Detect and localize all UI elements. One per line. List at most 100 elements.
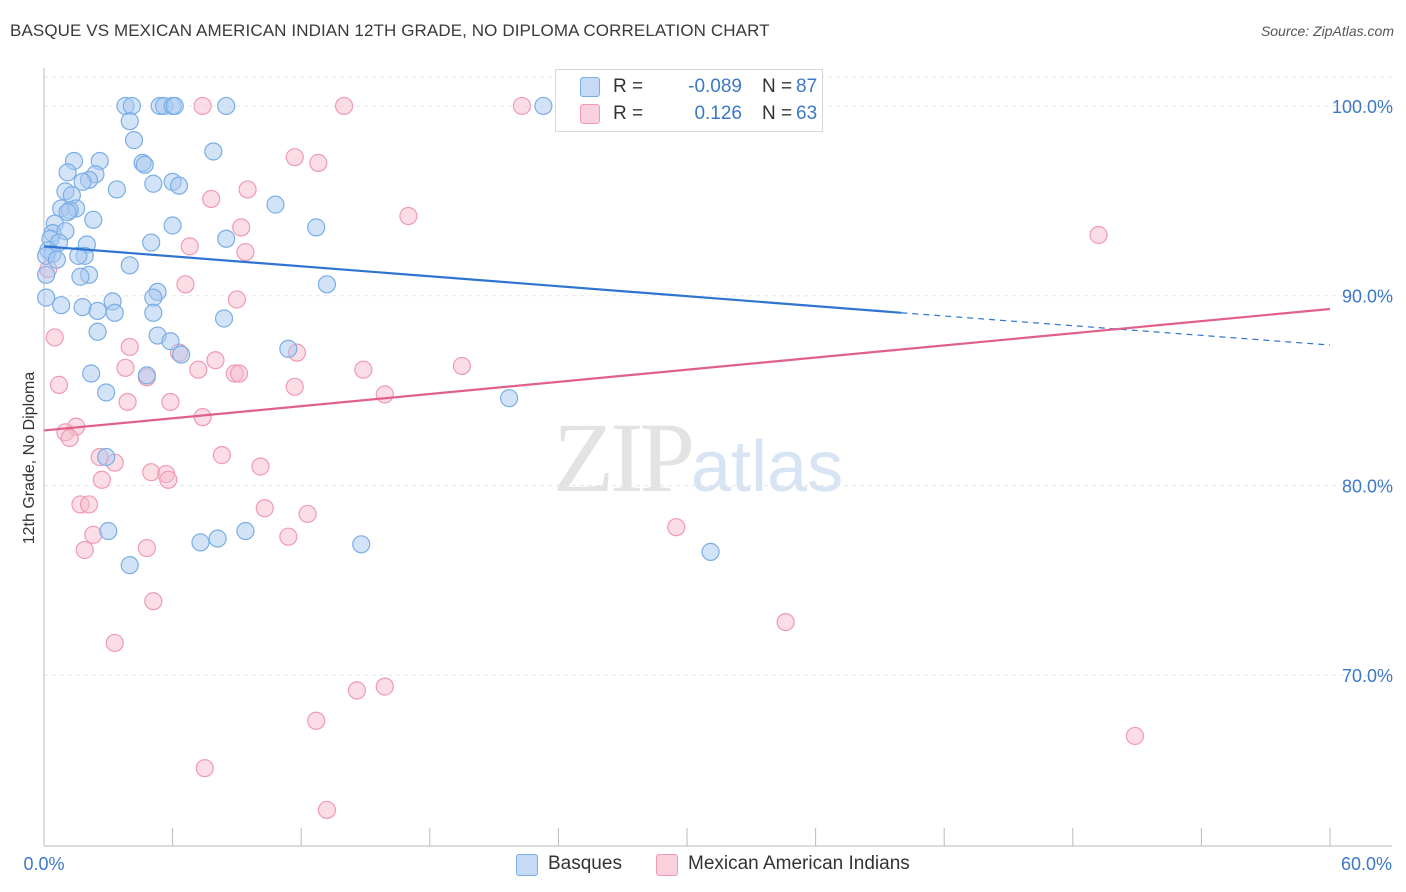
basques-point — [534, 96, 553, 116]
mexican-american-indians-point — [161, 392, 180, 412]
legend-r-key: R = — [613, 76, 644, 97]
legend-r-value: 0.126 — [694, 103, 742, 124]
basques-point — [169, 176, 189, 195]
mexican-american-indians-point — [60, 428, 79, 448]
basques-point — [208, 529, 227, 548]
basques-point — [161, 332, 180, 351]
basques-point — [71, 267, 90, 286]
mexican-american-indians-point — [285, 148, 304, 167]
basques-point — [352, 535, 371, 554]
mexican-american-indians-point — [227, 290, 246, 309]
basques-point — [97, 447, 116, 467]
mexican-american-indians-point — [116, 358, 135, 377]
basques-point — [58, 163, 77, 182]
basques-point — [122, 96, 141, 116]
legend-swatch-basques — [580, 77, 600, 97]
basques-trend-line — [43, 245, 902, 314]
mexican-american-indians-point — [307, 711, 326, 730]
basques-point — [120, 112, 139, 131]
basques-point — [163, 216, 182, 235]
basques-point — [120, 556, 139, 575]
basques-point — [307, 218, 326, 237]
basques-point — [500, 389, 519, 408]
basques-point — [172, 345, 191, 364]
trend-lines — [43, 245, 1331, 432]
mexican-american-indians-point — [49, 375, 69, 394]
mexican-american-indians-point — [375, 677, 394, 696]
basques-point — [99, 521, 118, 541]
mexican-american-indians-point — [144, 592, 163, 611]
mexican-american-indians-point — [180, 237, 199, 256]
basques-point — [88, 301, 107, 320]
basques-point — [165, 96, 184, 116]
basques-point — [107, 180, 126, 199]
mexican-american-indians-point — [667, 518, 686, 537]
mexican-american-indians-point — [279, 527, 298, 546]
basques-point — [97, 383, 116, 402]
mexican-american-indians-point — [212, 446, 231, 465]
basques-point — [144, 288, 163, 307]
basques-point — [217, 96, 236, 116]
basques-point — [279, 339, 298, 358]
mexican-american-indians-point — [317, 800, 337, 820]
mexican-american-indians-point — [206, 351, 225, 370]
mexican-american-indians-point — [118, 392, 137, 412]
basques-point — [120, 256, 139, 275]
axes — [43, 68, 1392, 847]
mexican-american-indians-point — [251, 457, 270, 476]
basques-point — [37, 288, 56, 307]
basques-point — [144, 174, 163, 193]
basques-point — [58, 203, 77, 222]
basques-point — [47, 250, 66, 269]
data-points — [37, 96, 1145, 820]
mexican-american-indians-point — [375, 385, 394, 404]
mexican-american-indians-point — [75, 540, 94, 560]
legend-label-mexican-american-indians: Mexican American Indians — [688, 853, 910, 874]
mexican-american-indians-point — [776, 612, 795, 632]
basques-point — [84, 210, 103, 229]
mexican-american-indians-point — [298, 504, 317, 524]
basques-point — [73, 297, 92, 317]
basques-point — [204, 142, 223, 161]
basques-point — [52, 296, 71, 315]
basques-point — [144, 303, 163, 322]
mexican-american-indians-point — [189, 360, 208, 379]
mexican-american-indians-point — [334, 96, 354, 116]
basques-point — [236, 521, 255, 541]
mexican-american-indians-point — [176, 275, 195, 294]
mexican-american-indians-point — [512, 96, 532, 116]
basques-point — [105, 303, 124, 322]
mexican-american-indians-point — [1125, 726, 1145, 746]
basques-point — [73, 172, 92, 191]
mexican-american-indians-trend-line — [43, 307, 1331, 432]
legend-swatch-mexican-american-indians — [656, 854, 678, 876]
watermark-zip: ZIP — [553, 402, 695, 513]
basques-point — [266, 195, 285, 214]
basques-point — [142, 233, 161, 252]
mexican-american-indians-point — [84, 525, 103, 544]
mexican-american-indians-point — [255, 499, 274, 518]
chart-title: BASQUE VS MEXICAN AMERICAN INDIAN 12TH G… — [10, 21, 770, 40]
basques-point — [88, 322, 107, 341]
mexican-american-indians-point — [354, 360, 373, 379]
mexican-american-indians-point — [238, 180, 257, 199]
basques-point — [217, 229, 236, 248]
mexican-american-indians-point — [159, 470, 178, 489]
legend-n-value: 63 — [796, 103, 818, 124]
mexican-american-indians-point — [309, 153, 328, 172]
mexican-american-indians-point — [285, 377, 304, 396]
watermark-atlas: atlas — [691, 427, 844, 507]
mexican-american-indians-point — [195, 759, 214, 778]
mexican-american-indians-point — [92, 470, 111, 489]
mexican-american-indians-point — [193, 96, 212, 116]
legend-swatch-basques — [516, 854, 538, 876]
mexican-american-indians-point — [232, 218, 251, 237]
legend-n-value: 87 — [796, 76, 818, 97]
basques-point — [124, 131, 144, 150]
mexican-american-indians-point — [105, 633, 124, 653]
basques-point — [137, 366, 156, 385]
mexican-american-indians-point — [193, 408, 212, 427]
basques-point — [701, 542, 720, 561]
mexican-american-indians-point — [399, 206, 418, 226]
